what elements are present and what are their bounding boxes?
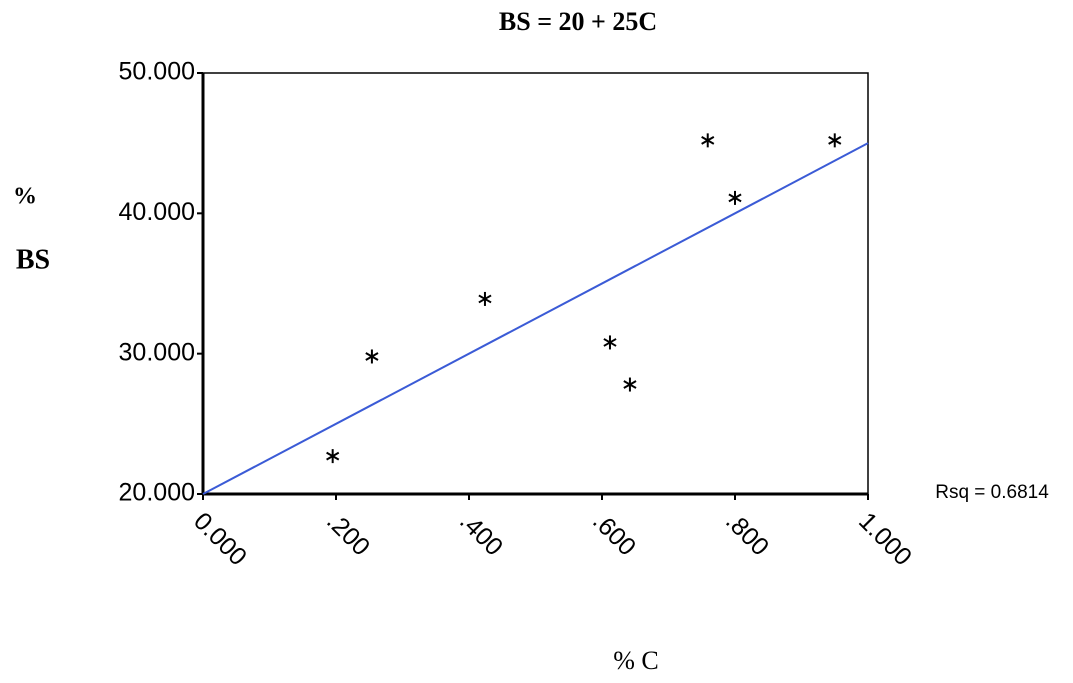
point-stroke	[623, 380, 637, 389]
x-tick-label: 0.000	[188, 507, 252, 571]
point-stroke	[478, 294, 492, 304]
point-stroke	[326, 451, 340, 461]
fit-line	[202, 142, 869, 495]
point	[623, 377, 637, 392]
x-tick-label: .800	[720, 507, 774, 561]
x-tick-label: .400	[454, 507, 508, 561]
y-axis-label: BS	[16, 244, 50, 275]
point-stroke	[365, 352, 379, 361]
y-tick-label: 40.000	[119, 198, 195, 226]
x-tick-label: .600	[587, 507, 641, 561]
point	[828, 133, 842, 148]
y-axis-label: %	[13, 184, 37, 210]
y-tick-label: 20.000	[119, 479, 195, 507]
x-tick-label: 1.000	[853, 507, 917, 571]
point	[478, 291, 492, 306]
point-stroke	[828, 135, 842, 145]
x-axis-label: % C	[613, 646, 659, 675]
point	[701, 133, 715, 148]
point-stroke	[603, 338, 617, 347]
x-tick-label: .200	[321, 507, 375, 561]
point-stroke	[728, 193, 742, 203]
point	[365, 349, 379, 364]
chart-title: BS = 20 + 25C	[499, 7, 657, 36]
point	[603, 335, 617, 350]
point	[728, 190, 742, 205]
point	[326, 449, 340, 464]
plot-frame	[202, 72, 869, 495]
y-tick-label: 50.000	[119, 58, 195, 86]
annotation: Rsq = 0.6814	[935, 482, 1049, 503]
point-stroke	[701, 135, 715, 145]
y-tick-label: 30.000	[119, 338, 195, 366]
